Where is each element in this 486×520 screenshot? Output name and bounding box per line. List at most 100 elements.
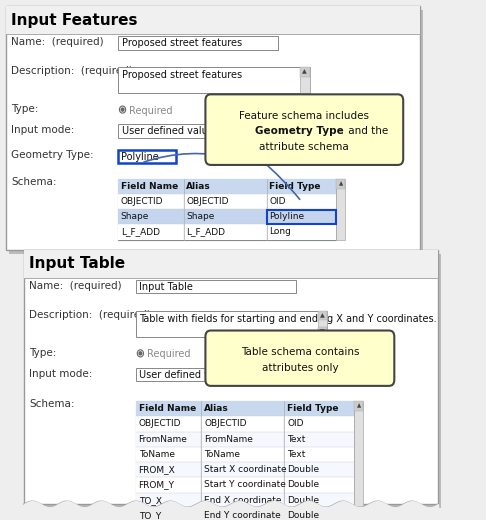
Text: OBJECTID: OBJECTID [186,197,229,206]
Text: ToName: ToName [204,450,240,459]
Text: Name:  (required): Name: (required) [29,281,122,291]
Text: OBJECTID: OBJECTID [139,420,181,428]
Text: OBJECTID: OBJECTID [204,420,246,428]
Text: Description:  (required): Description: (required) [29,310,151,320]
FancyBboxPatch shape [6,6,420,34]
Text: Double: Double [287,511,319,520]
Text: Polyline: Polyline [269,212,304,221]
FancyBboxPatch shape [318,311,328,336]
FancyBboxPatch shape [206,94,403,165]
Text: OID: OID [287,420,304,428]
Text: and the: and the [346,126,388,136]
Text: FromName: FromName [139,435,188,444]
Text: Type:: Type: [29,348,56,358]
FancyBboxPatch shape [136,447,354,462]
Text: Required: Required [129,106,173,115]
Text: Double: Double [287,480,319,489]
Text: Proposed street features: Proposed street features [122,38,242,48]
FancyBboxPatch shape [24,250,438,278]
Text: Input Table: Input Table [139,282,193,292]
FancyBboxPatch shape [136,280,296,293]
Text: Schema:: Schema: [29,399,74,409]
FancyBboxPatch shape [318,328,328,336]
Text: Geometry Type: Geometry Type [256,126,344,136]
FancyBboxPatch shape [118,194,336,209]
Text: Start X coordinate: Start X coordinate [204,465,287,474]
Text: Description:  (required): Description: (required) [11,67,133,76]
FancyBboxPatch shape [136,477,354,492]
Text: Shape: Shape [186,212,215,221]
Circle shape [139,352,142,355]
Text: Required: Required [147,349,190,359]
Text: ▲: ▲ [320,313,325,318]
FancyBboxPatch shape [136,368,296,381]
Text: End X coordinate: End X coordinate [204,496,281,505]
Text: OBJECTID: OBJECTID [121,197,163,206]
Text: Name:  (required): Name: (required) [11,37,104,47]
FancyBboxPatch shape [300,68,310,93]
Text: L_F_ADD: L_F_ADD [186,227,226,237]
FancyBboxPatch shape [336,179,346,189]
Text: Input Table: Input Table [29,256,125,271]
FancyBboxPatch shape [136,401,354,417]
Text: FROM_X: FROM_X [139,465,175,474]
FancyBboxPatch shape [118,179,336,240]
Text: ▲: ▲ [339,181,343,186]
FancyBboxPatch shape [206,331,394,386]
FancyBboxPatch shape [118,68,310,93]
FancyBboxPatch shape [136,432,354,447]
Text: FromName: FromName [204,435,253,444]
Text: Feature schema includes: Feature schema includes [239,111,369,121]
FancyBboxPatch shape [27,254,441,508]
Text: End Y coordinate: End Y coordinate [204,511,281,520]
Text: FROM_Y: FROM_Y [139,480,174,489]
Text: Double: Double [287,496,319,505]
Text: Input Features: Input Features [11,12,138,28]
FancyBboxPatch shape [9,10,423,254]
Text: Shape: Shape [121,212,149,221]
FancyBboxPatch shape [136,462,354,477]
Text: Double: Double [287,465,319,474]
Text: ▲: ▲ [302,70,307,74]
Text: attributes only: attributes only [261,362,338,373]
Text: Field Name: Field Name [121,182,178,191]
FancyBboxPatch shape [336,179,346,240]
Text: Polyline: Polyline [121,151,159,162]
Text: Input mode:: Input mode: [11,125,74,135]
FancyBboxPatch shape [118,224,336,240]
Text: ▲: ▲ [357,404,361,409]
Text: Table with fields for starting and ending X and Y coordinates.: Table with fields for starting and endin… [139,314,437,324]
Text: Field Name: Field Name [139,404,196,413]
Text: OID: OID [269,197,286,206]
Text: Field Type: Field Type [269,182,321,191]
Text: TO_X: TO_X [139,496,162,505]
Text: L_F_ADD: L_F_ADD [121,227,160,237]
FancyBboxPatch shape [136,401,354,520]
FancyBboxPatch shape [118,150,176,163]
Text: ▼: ▼ [320,330,325,334]
Text: Table schema contains: Table schema contains [241,347,359,357]
Text: Schema:: Schema: [11,177,57,187]
FancyBboxPatch shape [118,179,336,194]
FancyBboxPatch shape [136,311,328,336]
Text: Start Y coordinate: Start Y coordinate [204,480,286,489]
Text: Long: Long [269,227,291,237]
FancyBboxPatch shape [300,68,310,76]
Text: User defined value: User defined value [122,126,213,136]
Text: Alias: Alias [204,404,229,413]
FancyBboxPatch shape [318,311,328,320]
Text: Text: Text [287,435,305,444]
FancyBboxPatch shape [354,401,363,411]
Text: Geometry Type:: Geometry Type: [11,150,94,160]
Text: TO_Y: TO_Y [139,511,161,520]
Text: User defined value: User defined value [139,370,231,380]
FancyBboxPatch shape [118,209,336,224]
FancyBboxPatch shape [136,492,354,508]
Text: Proposed street features: Proposed street features [122,71,242,81]
FancyBboxPatch shape [118,36,278,49]
FancyBboxPatch shape [24,250,438,504]
FancyBboxPatch shape [354,401,363,520]
Text: Alias: Alias [186,182,211,191]
FancyBboxPatch shape [136,508,354,520]
Text: Text: Text [287,450,305,459]
